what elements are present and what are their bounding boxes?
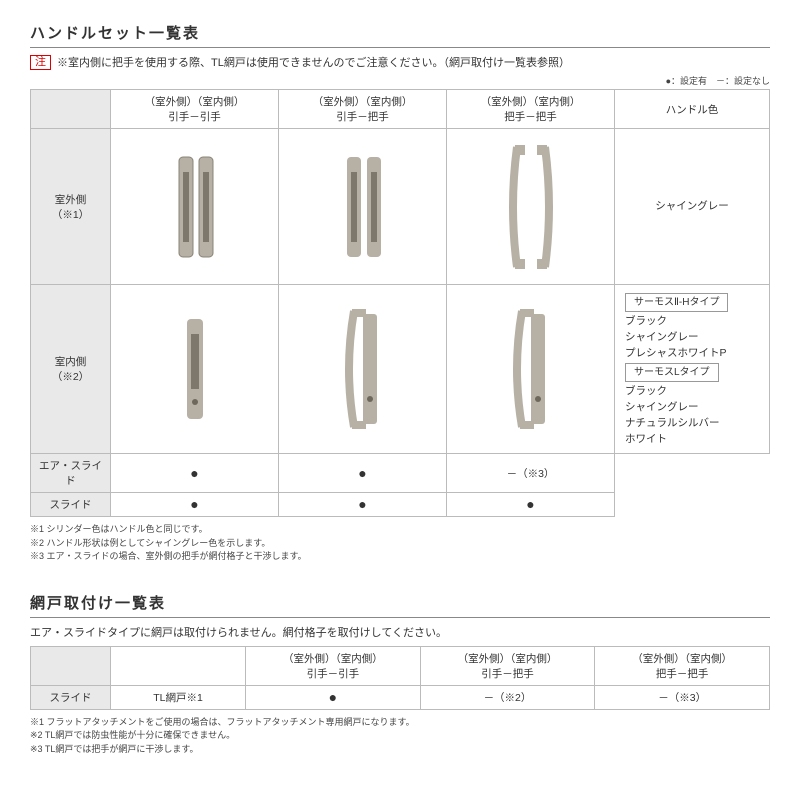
- color-item: ブラック: [625, 385, 667, 397]
- legend-text: ●：設定有 －：設定なし: [30, 74, 770, 87]
- corner-cell: [31, 90, 111, 129]
- air-cell-3: －（※3）: [447, 454, 615, 493]
- slide-cell-2: ●: [279, 493, 447, 517]
- col-head-3: （室外側）（室内側） 把手－把手: [447, 90, 615, 129]
- row-head-slide: スライド: [31, 493, 111, 517]
- note-line: ※2 TL網戸では防虫性能が十分に確保できません。: [30, 729, 770, 743]
- warning-badge: 注: [30, 55, 51, 70]
- col-head-4: ハンドル色: [615, 90, 770, 129]
- screen-cell-2: －（※2）: [420, 685, 595, 709]
- screen-table: （室外側）（室内側） 引手－引手 （室外側）（室内側） 引手－把手 （室外側）（…: [30, 646, 770, 710]
- handle-section-title: ハンドルセット一覧表: [30, 22, 770, 48]
- screen-notes: ※1 フラットアタッチメントをご使用の場合は、フラットアタッチメント専用網戸にな…: [30, 716, 770, 757]
- screen-col-3: （室外側）（室内側） 把手－把手: [595, 646, 770, 685]
- outside-img-3: [447, 129, 615, 285]
- pull-handle-single-icon: [175, 304, 215, 434]
- screen-intro: エア・スライドタイプに網戸は取付けられません。網付格子を取付けしてください。: [30, 624, 770, 640]
- pull-handle-pair-icon: [165, 142, 225, 272]
- blank-cell: [615, 454, 770, 517]
- screen-col-2: （室外側）（室内側） 引手－把手: [420, 646, 595, 685]
- outside-color: シャイングレー: [625, 199, 759, 215]
- handle-notes: ※1 シリンダー色はハンドル色と同じです。 ※2 ハンドル形状は例としてシャイン…: [30, 523, 770, 564]
- note-line: ※1 フラットアタッチメントをご使用の場合は、フラットアタッチメント専用網戸にな…: [30, 716, 770, 730]
- color-item: シャイングレー: [625, 401, 699, 413]
- inside-img-2: [279, 285, 447, 454]
- row-head-inside: 室内側 （※2）: [31, 285, 111, 454]
- row-head-outside: 室外側 （※1）: [31, 129, 111, 285]
- screen-col-1: （室外側）（室内側） 引手－引手: [246, 646, 421, 685]
- inside-img-1: [111, 285, 279, 454]
- color-item: プレシャスホワイトP: [625, 347, 727, 359]
- handle-table: （室外側）（室内側） 引手－引手 （室外側）（室内側） 引手－把手 （室外側）（…: [30, 89, 770, 517]
- color-item: ホワイト: [625, 433, 667, 445]
- screen-section-title: 網戸取付け一覧表: [30, 592, 770, 618]
- grip-handle-with-plate-icon: [328, 299, 398, 439]
- pull-handle-pair-icon: [333, 142, 393, 272]
- inside-img-3: [447, 285, 615, 454]
- grip-handle-with-plate-icon: [496, 299, 566, 439]
- color-item: ブラック: [625, 315, 667, 327]
- warning-row: 注 ※室内側に把手を使用する際、TL網戸は使用できませんのでご注意ください。（網…: [30, 54, 770, 70]
- group-a-label: サーモスⅡ-Hタイプ: [625, 293, 728, 312]
- row-head-air: エア・スライド: [31, 454, 111, 493]
- air-cell-1: ●: [111, 454, 279, 493]
- air-cell-2: ●: [279, 454, 447, 493]
- screen-cell-3: －（※3）: [595, 685, 770, 709]
- screen-tl-cell: TL網戸※1: [111, 685, 246, 709]
- note-line: ※3 エア・スライドの場合、室外側の把手が網付格子と干渉します。: [30, 550, 770, 564]
- outside-color-cell: シャイングレー: [615, 129, 770, 285]
- group-b-label: サーモスLタイプ: [625, 363, 719, 382]
- note-line: ※3 TL網戸では把手が網戸に干渉します。: [30, 743, 770, 757]
- warning-text: ※室内側に把手を使用する際、TL網戸は使用できませんのでご注意ください。（網戸取…: [57, 54, 570, 70]
- grip-handle-pair-icon: [491, 137, 571, 277]
- col-head-1: （室外側）（室内側） 引手－引手: [111, 90, 279, 129]
- inside-color-cell: サーモスⅡ-Hタイプ ブラック シャイングレー プレシャスホワイトP サーモスL…: [615, 285, 770, 454]
- slide-cell-1: ●: [111, 493, 279, 517]
- screen-row-slide: スライド: [31, 685, 111, 709]
- slide-cell-3: ●: [447, 493, 615, 517]
- screen-tl-head: [111, 646, 246, 685]
- note-line: ※1 シリンダー色はハンドル色と同じです。: [30, 523, 770, 537]
- note-line: ※2 ハンドル形状は例としてシャイングレー色を示します。: [30, 537, 770, 551]
- outside-img-2: [279, 129, 447, 285]
- screen-cell-1: ●: [246, 685, 421, 709]
- outside-img-1: [111, 129, 279, 285]
- color-item: ナチュラルシルバー: [625, 417, 720, 429]
- col-head-2: （室外側）（室内側） 引手－把手: [279, 90, 447, 129]
- color-item: シャイングレー: [625, 331, 699, 343]
- screen-corner: [31, 646, 111, 685]
